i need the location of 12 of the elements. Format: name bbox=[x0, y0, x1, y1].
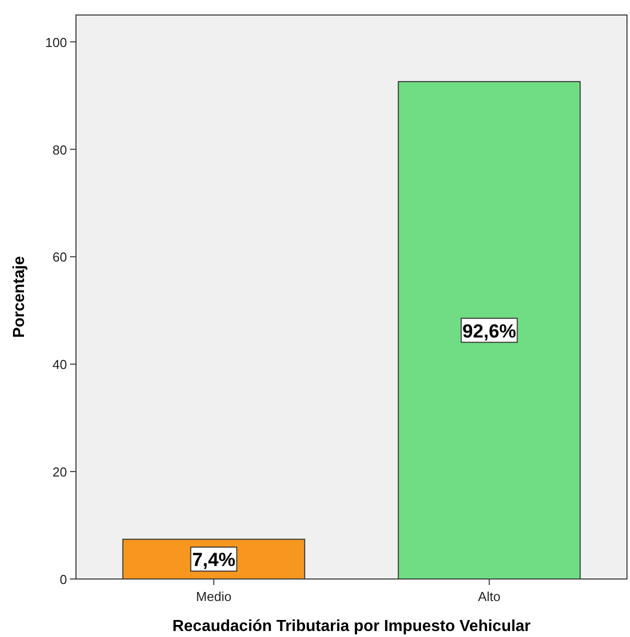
y-tick-label: 80 bbox=[52, 142, 67, 158]
x-tick-label: Medio bbox=[196, 589, 232, 604]
y-axis-title: Porcentaje bbox=[11, 256, 28, 338]
y-tick-label: 20 bbox=[52, 464, 67, 480]
y-tick-label: 40 bbox=[52, 357, 67, 372]
y-tick-label: 0 bbox=[60, 572, 67, 587]
data-label: 7,4% bbox=[192, 550, 236, 572]
data-label: 92,6% bbox=[462, 321, 516, 342]
x-axis-title: Recaudación Tributaria por Impuesto Vehicular bbox=[172, 618, 531, 635]
y-tick-label: 100 bbox=[45, 34, 67, 50]
y-tick-label: 60 bbox=[52, 250, 67, 265]
x-tick-label: Alto bbox=[478, 589, 500, 604]
